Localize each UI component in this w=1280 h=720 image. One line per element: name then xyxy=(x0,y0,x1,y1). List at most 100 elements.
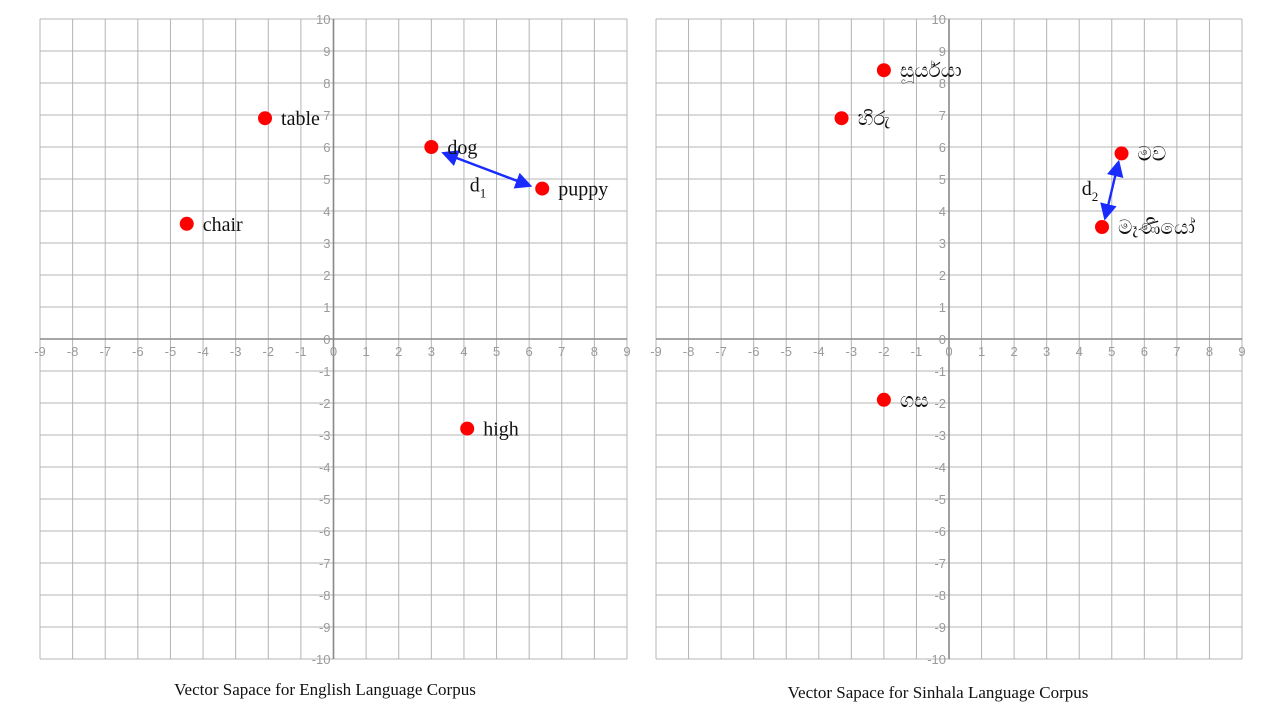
chart1-point-label: chair xyxy=(203,214,243,236)
chart1-point xyxy=(179,216,194,231)
chart2-y-tick-label: 1 xyxy=(939,300,946,315)
chart2-x-tick-label: -8 xyxy=(683,344,695,359)
chart1-point-label: high xyxy=(483,419,519,441)
chart1-x-tick-label: 6 xyxy=(526,344,533,359)
chart2-distance-label: d2 xyxy=(1082,178,1099,204)
chart1-caption: Vector Sapace for English Language Corpu… xyxy=(174,680,476,699)
chart2-y-tick-label: -9 xyxy=(934,620,946,635)
chart2-x-tick-label: -7 xyxy=(715,344,727,359)
chart1-x-tick-label: -5 xyxy=(165,344,177,359)
chart2-x-tick-label: 5 xyxy=(1108,344,1115,359)
chart1-y-tick-label: 1 xyxy=(323,300,330,315)
chart1-point xyxy=(424,140,439,154)
chart2-y-tick-label: -4 xyxy=(934,460,946,475)
chart2-y-tick-label: 5 xyxy=(939,172,946,187)
chart1-y-tick-label: -9 xyxy=(319,620,331,635)
chart2-y-tick-label: 2 xyxy=(939,268,946,283)
chart1-y-tick-label: -7 xyxy=(319,556,331,571)
chart1-y-tick-label: -1 xyxy=(319,364,331,379)
chart2-y-tick-label: 8 xyxy=(939,76,946,91)
chart1-x-tick-label: -1 xyxy=(295,344,307,359)
chart1-x-tick-label: -2 xyxy=(262,344,274,359)
chart1-point xyxy=(535,181,550,196)
chart1-y-tick-label: -5 xyxy=(319,492,331,507)
chart2-point xyxy=(1114,146,1129,161)
chart1-x-tick-label: -4 xyxy=(197,344,209,359)
chart2-y-tick-label: -7 xyxy=(934,556,946,571)
chart2-x-tick-label: -9 xyxy=(650,344,662,359)
chart1-y-tick-label: -3 xyxy=(319,428,331,443)
chart1-distance-label: d1 xyxy=(470,174,487,200)
chart2-x-tick-label: -3 xyxy=(846,344,858,359)
chart1-x-tick-label: 1 xyxy=(362,344,369,359)
chart2-x-tick-label: 1 xyxy=(978,344,985,359)
chart2-x-tick-label: 7 xyxy=(1173,344,1180,359)
chart2-y-tick-label: 6 xyxy=(939,140,946,155)
chart2-y-tick-label: -2 xyxy=(934,396,946,411)
chart1-point xyxy=(258,111,273,126)
chart1-x-tick-label: -7 xyxy=(99,344,111,359)
chart2-y-tick-label: -6 xyxy=(934,524,946,539)
chart1-point-label: puppy xyxy=(558,179,608,201)
chart2-x-tick-label: -1 xyxy=(911,344,923,359)
chart2-x-tick-label: -4 xyxy=(813,344,825,359)
chart2-y-tick-label: 0 xyxy=(939,332,946,347)
chart1-x-tick-label: -3 xyxy=(230,344,242,359)
chart2-y-tick-label: -3 xyxy=(934,428,946,443)
chart2-point xyxy=(834,111,849,126)
chart1-x-tick-label: 5 xyxy=(493,344,500,359)
chart2-x-tick-label: 4 xyxy=(1076,344,1083,359)
chart2-point-label: මව xyxy=(1138,143,1167,165)
chart2-x-tick-label: 0 xyxy=(945,344,952,359)
chart1-y-tick-label: 3 xyxy=(323,236,330,251)
chart1-x-tick-label: -9 xyxy=(34,344,46,359)
chart2-y-tick-label: -5 xyxy=(934,492,946,507)
chart2-x-tick-label: -5 xyxy=(780,344,792,359)
chart1-point-label: table xyxy=(281,108,320,130)
chart2-point-label: ගස xyxy=(900,390,929,412)
chart2-x-tick-label: 2 xyxy=(1010,344,1017,359)
chart1-point xyxy=(460,421,475,436)
chart2-y-tick-label: -8 xyxy=(934,588,946,603)
chart1-x-tick-label: 2 xyxy=(395,344,402,359)
chart2-distance-arrow xyxy=(1100,159,1124,221)
chart2-x-tick-label: -6 xyxy=(748,344,760,359)
chart2-point-label: හිරු xyxy=(858,108,891,130)
chart1-x-tick-label: 0 xyxy=(330,344,337,359)
chart2-y-tick-label: 3 xyxy=(939,236,946,251)
chart1-y-tick-label: -8 xyxy=(319,588,331,603)
chart2-y-tick-label: -1 xyxy=(934,364,946,379)
chart1-x-tick-label: -6 xyxy=(132,344,144,359)
chart1-distance-arrow xyxy=(441,150,533,189)
chart2-y-tick-label: 9 xyxy=(939,44,946,59)
chart2-point xyxy=(1095,220,1110,234)
chart2-point-label: මෑණියෝ xyxy=(1118,216,1195,239)
sinhala-vector-space-plot: -9 -8 -7 -6 -5 -4 -3 -2 -1 0 1 2 3 4 5 6 7 8 9-10-9-8-7-6-… xyxy=(650,12,1245,702)
chart1-y-tick-label: -4 xyxy=(319,460,331,475)
chart1-distance-subscript: 1 xyxy=(480,185,487,200)
chart1-y-tick-label: 9 xyxy=(323,44,330,59)
chart2-y-tick-label: -10 xyxy=(927,652,946,667)
chart1-y-tick-label: 7 xyxy=(323,108,330,123)
chart2-x-tick-label: 8 xyxy=(1206,344,1213,359)
chart2-point xyxy=(876,392,891,407)
chart1-y-tick-label: 5 xyxy=(323,172,330,187)
chart1-y-tick-label: -10 xyxy=(312,652,331,667)
chart1-x-tick-label: 9 xyxy=(623,344,630,359)
chart1-y-tick-label: 0 xyxy=(323,332,330,347)
chart2-x-tick-label: 3 xyxy=(1043,344,1050,359)
chart1-y-tick-label: 8 xyxy=(323,76,330,91)
chart1-x-tick-label: 3 xyxy=(428,344,435,359)
chart1-point-label: dog xyxy=(447,137,477,159)
chart1-y-tick-label: 6 xyxy=(323,140,330,155)
chart2-x-tick-label: -2 xyxy=(878,344,890,359)
chart1-y-tick-label: -6 xyxy=(319,524,331,539)
chart2-x-tick-label: 6 xyxy=(1141,344,1148,359)
chart2-distance-subscript: 2 xyxy=(1092,189,1099,204)
chart2-y-tick-label: 4 xyxy=(939,204,946,219)
chart2-y-tick-label: 7 xyxy=(939,108,946,123)
chart1-y-tick-label: 2 xyxy=(323,268,330,283)
chart2-point xyxy=(876,63,891,78)
chart2-y-tick-label: 10 xyxy=(932,12,946,27)
